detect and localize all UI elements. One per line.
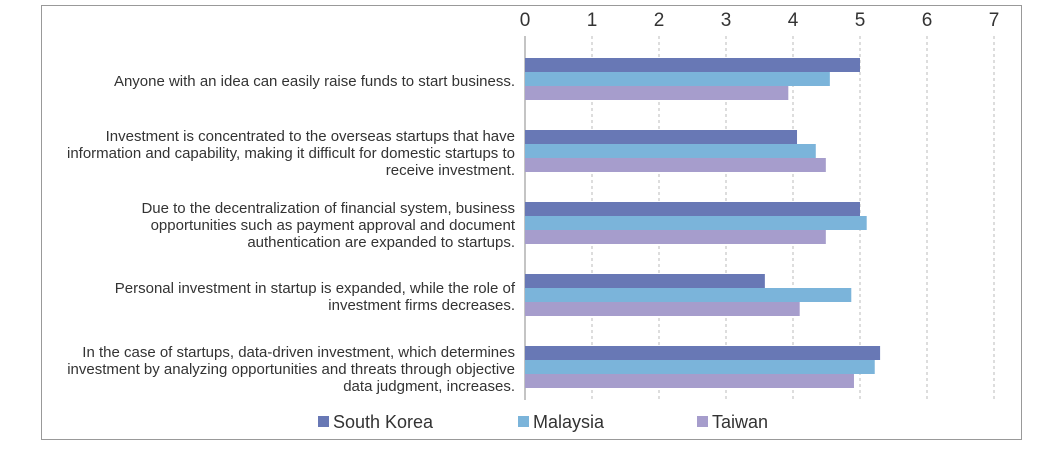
bar (525, 216, 867, 230)
bar (525, 360, 875, 374)
x-tick-label: 0 (520, 10, 531, 31)
x-tick-label: 4 (788, 10, 799, 31)
legend-label: Taiwan (712, 412, 768, 432)
bar (525, 274, 765, 288)
category-label: Investment is concentrated to the overse… (67, 127, 515, 179)
bar (525, 86, 789, 100)
bar (525, 58, 860, 72)
bar (525, 302, 800, 316)
frame (41, 5, 1022, 440)
legend-label: South Korea (333, 412, 434, 432)
category-label: Anyone with an idea can easily raise fun… (113, 72, 515, 90)
x-tick-label: 7 (989, 10, 1000, 31)
x-tick-label: 1 (587, 10, 598, 31)
x-tick-label: 6 (922, 10, 933, 31)
category-label: Personal investment in startup is expand… (114, 280, 515, 314)
category-label: Due to the decentralization of financial… (141, 199, 515, 251)
x-tick-label: 5 (855, 10, 866, 31)
x-tick-label: 2 (654, 10, 665, 31)
bar (525, 230, 826, 244)
bar (525, 72, 830, 86)
bar (525, 202, 860, 216)
bar (525, 346, 881, 360)
bar (525, 158, 826, 172)
bar (525, 130, 798, 144)
legend-swatch (697, 416, 708, 427)
legend-swatch (318, 416, 329, 427)
legend-label: Malaysia (533, 412, 605, 432)
bar (525, 144, 816, 158)
bar (525, 374, 854, 388)
bar (525, 288, 852, 302)
x-tick-label: 3 (721, 10, 732, 31)
category-label: In the case of startups, data-driven inv… (67, 343, 515, 395)
legend-swatch (518, 416, 529, 427)
